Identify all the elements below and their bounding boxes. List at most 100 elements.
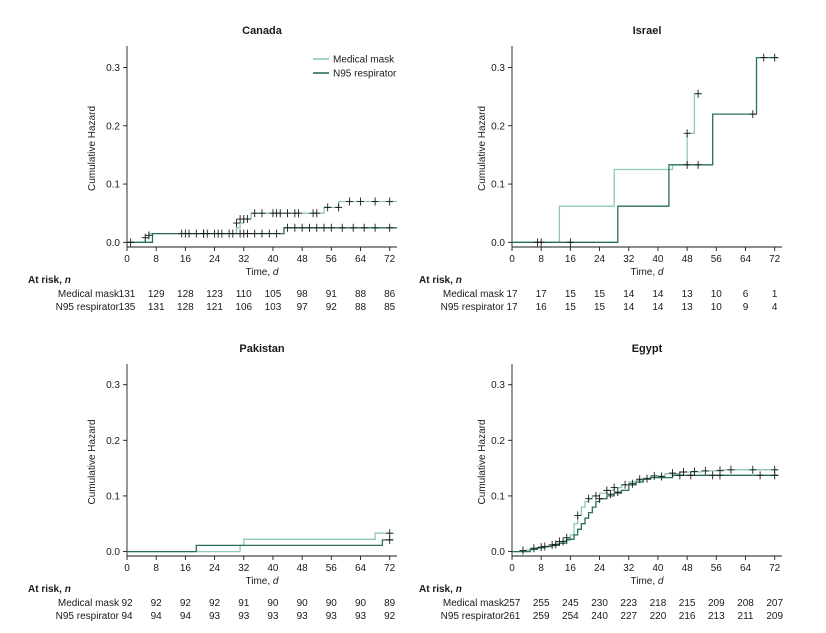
series-line-medical-mask <box>127 532 394 553</box>
at-risk-value: 208 <box>737 598 754 609</box>
censor-mark <box>313 209 321 218</box>
censor-mark <box>563 533 571 542</box>
at-risk-value: 94 <box>121 611 133 622</box>
censor-mark <box>679 468 687 477</box>
x-axis-label-unit: d <box>658 576 664 587</box>
at-risk-value: 93 <box>326 611 338 622</box>
at-risk-row-label: N95 respirator <box>441 302 505 313</box>
at-risk-title: At risk, n <box>419 275 462 286</box>
x-tick-label: 24 <box>594 254 606 265</box>
at-risk-title-text: At risk, <box>419 584 456 595</box>
at-risk-value: 227 <box>620 611 637 622</box>
at-risk-value: 211 <box>738 611 754 622</box>
censor-mark <box>596 494 604 503</box>
censor-mark <box>650 471 658 480</box>
at-risk-value: 17 <box>506 289 518 300</box>
censor-mark <box>192 229 200 238</box>
censor-mark <box>519 546 527 555</box>
x-tick-label: 40 <box>267 254 279 265</box>
censor-mark <box>141 233 149 242</box>
y-tick-label: 0.3 <box>106 63 120 74</box>
x-tick-label: 56 <box>326 563 338 574</box>
x-tick-label: 8 <box>538 563 544 574</box>
y-axis-label: Cumulative Hazard <box>87 419 98 504</box>
censor-mark <box>386 529 394 538</box>
at-risk-value: 215 <box>679 598 696 609</box>
at-risk-value: 4 <box>772 302 778 313</box>
censor-mark <box>298 223 306 232</box>
at-risk-row-label: N95 respirator <box>441 611 505 622</box>
censor-mark <box>530 544 538 553</box>
censor-mark <box>251 229 259 238</box>
censor-mark <box>541 542 549 551</box>
censor-mark <box>643 474 651 483</box>
x-tick-label: 40 <box>652 563 664 574</box>
censor-mark <box>727 465 735 474</box>
x-tick-label: 72 <box>769 563 781 574</box>
x-axis-label-text: Time, <box>631 576 658 587</box>
at-risk-value: 85 <box>384 302 396 313</box>
x-tick-label: 16 <box>565 254 577 265</box>
censor-mark <box>276 209 284 218</box>
at-risk-value: 110 <box>236 289 252 300</box>
censor-mark <box>320 223 328 232</box>
at-risk-value: 15 <box>594 302 606 313</box>
censor-mark <box>371 197 379 206</box>
censor-mark <box>232 219 240 228</box>
censor-mark <box>716 471 724 480</box>
censor-mark <box>284 209 292 218</box>
at-risk-value: 93 <box>209 611 221 622</box>
y-tick-label: 0.2 <box>106 121 120 132</box>
censor-mark <box>284 223 292 232</box>
x-tick-label: 0 <box>124 254 130 265</box>
x-tick-label: 16 <box>180 563 192 574</box>
x-axis-label: Time, d <box>246 576 279 587</box>
at-risk-value: 129 <box>148 289 165 300</box>
at-risk-title-unit: n <box>456 584 462 595</box>
at-risk-value: 90 <box>297 598 309 609</box>
y-tick-label: 0.2 <box>491 436 505 447</box>
x-axis-label-text: Time, <box>246 267 273 278</box>
x-tick-label: 0 <box>509 254 515 265</box>
censor-mark <box>346 197 354 206</box>
at-risk-value: 88 <box>355 289 367 300</box>
censor-mark <box>243 229 251 238</box>
censor-mark <box>335 203 343 212</box>
at-risk-value: 93 <box>355 611 367 622</box>
censor-mark <box>386 535 394 544</box>
at-risk-row-label: Medical mask <box>58 289 120 300</box>
censor-mark <box>534 238 542 247</box>
y-tick-label: 0.1 <box>106 491 120 502</box>
at-risk-value: 92 <box>209 598 221 609</box>
legend-label: Medical mask <box>333 55 395 66</box>
at-risk-value: 92 <box>121 598 133 609</box>
x-axis-label-unit: d <box>658 267 664 278</box>
at-risk-value: 88 <box>355 302 367 313</box>
x-tick-label: 16 <box>565 563 577 574</box>
at-risk-value: 16 <box>536 302 548 313</box>
x-tick-label: 72 <box>384 563 396 574</box>
at-risk-value: 17 <box>536 289 548 300</box>
at-risk-value: 13 <box>682 302 694 313</box>
at-risk-value: 207 <box>766 598 783 609</box>
panel-title: Israel <box>633 25 662 37</box>
x-tick-label: 8 <box>538 254 544 265</box>
censor-mark <box>243 215 251 224</box>
censor-mark <box>614 488 622 497</box>
panel-pakistan: Pakistan 0.0 0.1 0.2 0.3 0 8 16 24 32 40 48 56 64 72 Cu… <box>28 343 397 622</box>
at-risk-value: 90 <box>267 598 279 609</box>
y-tick-label: 0.1 <box>491 491 505 502</box>
at-risk-value: 209 <box>766 611 783 622</box>
censor-mark <box>251 209 259 218</box>
at-risk-value: 240 <box>591 611 608 622</box>
at-risk-value: 97 <box>297 302 309 313</box>
censor-mark <box>559 537 567 546</box>
censor-mark <box>603 486 611 495</box>
at-risk-value: 123 <box>206 289 223 300</box>
x-tick-label: 24 <box>594 563 606 574</box>
x-tick-label: 64 <box>740 563 752 574</box>
censor-mark <box>371 223 379 232</box>
censor-mark <box>265 229 273 238</box>
x-tick-label: 64 <box>740 254 752 265</box>
